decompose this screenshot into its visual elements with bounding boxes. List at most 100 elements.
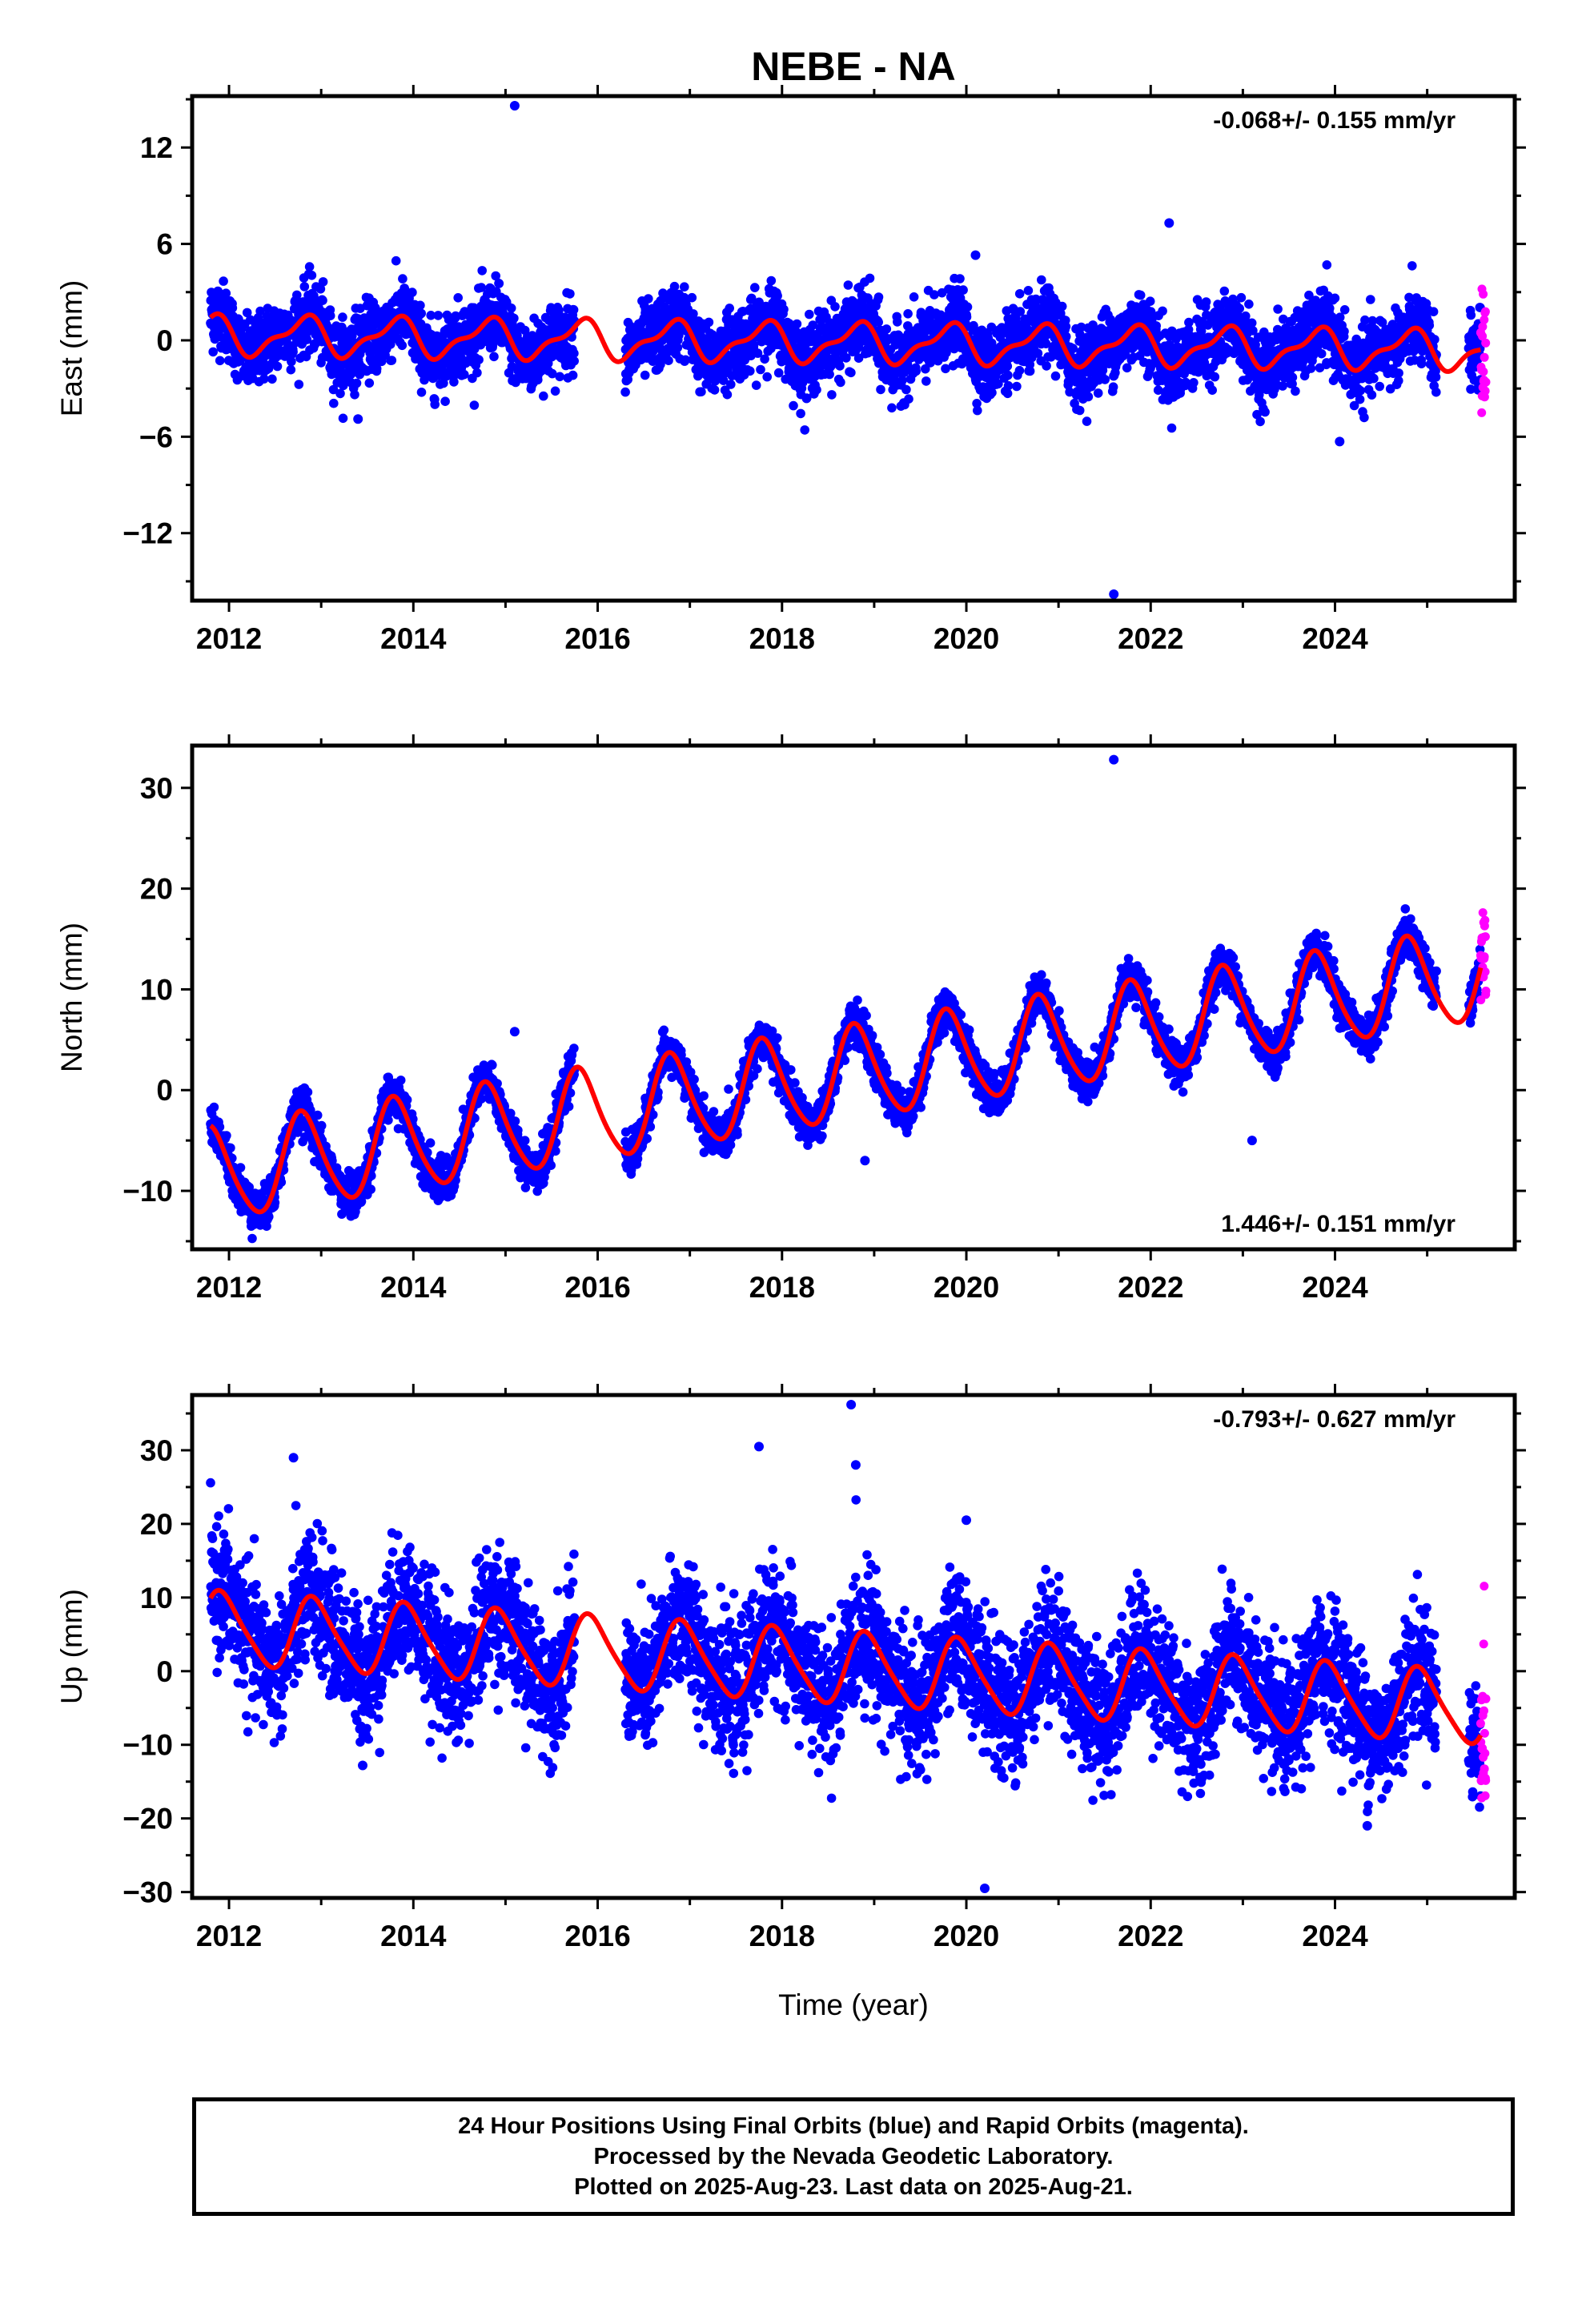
final-point <box>722 389 733 400</box>
final-point <box>1367 390 1377 400</box>
final-point <box>1145 296 1155 307</box>
final-point <box>539 391 548 401</box>
final-point <box>449 377 459 387</box>
final-point <box>416 308 426 319</box>
final-point <box>1184 317 1194 328</box>
final-point <box>1394 368 1403 378</box>
final-point <box>911 366 921 376</box>
final-point <box>1025 366 1035 376</box>
final-point <box>1122 363 1132 373</box>
final-point <box>272 361 283 372</box>
final-point <box>751 380 761 390</box>
final-point <box>973 405 982 416</box>
final-point <box>620 387 630 397</box>
final-point <box>1083 392 1094 402</box>
final-point <box>779 304 789 315</box>
final-point <box>325 311 335 321</box>
east-panel: 2012 2014 2016 2018 2020 2022 2024−12−60612Eas… <box>55 85 1526 655</box>
final-point <box>830 302 840 312</box>
final-point <box>1014 365 1025 376</box>
final-point <box>1355 386 1365 396</box>
x-tick-label: 2024 <box>1302 622 1368 655</box>
final-point <box>1057 301 1067 312</box>
final-point <box>669 281 680 292</box>
outlier-point <box>1164 218 1174 228</box>
final-point <box>709 385 720 395</box>
final-point <box>1012 381 1022 392</box>
rapid-point <box>1480 352 1489 362</box>
final-point <box>215 356 225 366</box>
final-point <box>873 317 883 328</box>
final-point <box>387 356 397 365</box>
final-point <box>756 364 765 375</box>
final-point <box>876 384 885 395</box>
y-tick-label: −12 <box>122 517 173 550</box>
final-point <box>887 403 897 413</box>
final-point <box>704 317 714 328</box>
chart-title: NEBE - NA <box>751 44 956 89</box>
final-point <box>958 285 968 295</box>
final-point <box>565 289 575 299</box>
final-point <box>287 356 296 367</box>
final-point <box>1466 310 1476 320</box>
final-point <box>294 380 304 389</box>
final-point <box>897 376 907 385</box>
final-point <box>1366 295 1375 304</box>
final-point <box>773 368 784 378</box>
final-point <box>1037 275 1046 285</box>
final-point <box>962 302 973 312</box>
final-point <box>1100 375 1110 384</box>
final-point <box>338 413 348 424</box>
final-point <box>489 352 499 362</box>
final-point <box>469 400 480 410</box>
data-points <box>206 101 1491 599</box>
final-point <box>304 262 315 271</box>
final-point <box>792 319 802 329</box>
final-point <box>921 376 931 386</box>
final-point <box>762 372 772 382</box>
x-tick-label: 2022 <box>1118 622 1183 655</box>
rapid-point <box>1481 377 1491 387</box>
final-point <box>1244 300 1254 309</box>
final-point <box>299 282 310 292</box>
final-point <box>909 292 919 302</box>
final-point <box>640 370 650 380</box>
final-point <box>569 356 579 366</box>
final-point <box>292 290 302 300</box>
final-point <box>550 386 560 396</box>
final-point <box>1003 370 1013 380</box>
final-point <box>1424 320 1435 331</box>
y-axis-label: East (mm) <box>55 280 88 417</box>
final-point <box>397 340 408 351</box>
final-point <box>697 387 706 397</box>
final-point <box>1135 290 1146 300</box>
final-point <box>472 368 482 378</box>
final-point <box>221 288 231 299</box>
final-point <box>1201 297 1211 307</box>
final-point <box>1093 388 1103 398</box>
final-point <box>408 287 417 297</box>
outlier-point <box>353 414 363 424</box>
final-point <box>1431 387 1441 397</box>
final-point <box>1236 292 1247 303</box>
y-tick-label: 12 <box>140 131 173 164</box>
final-point <box>222 1131 231 1140</box>
final-point <box>209 1102 219 1112</box>
final-point <box>1407 261 1417 271</box>
final-point <box>1042 361 1051 371</box>
final-point <box>329 398 339 408</box>
final-point <box>1369 373 1379 384</box>
outlier-point <box>1109 589 1119 599</box>
final-point <box>904 394 913 404</box>
final-point <box>318 277 328 287</box>
final-point <box>766 275 777 286</box>
final-point <box>509 313 519 324</box>
final-point <box>835 361 845 371</box>
final-point <box>391 255 401 266</box>
final-point <box>1287 372 1298 383</box>
final-point <box>1428 307 1439 317</box>
y-tick-label: −6 <box>139 420 173 453</box>
final-point <box>893 317 902 327</box>
final-point <box>338 312 347 322</box>
final-point <box>416 300 425 311</box>
